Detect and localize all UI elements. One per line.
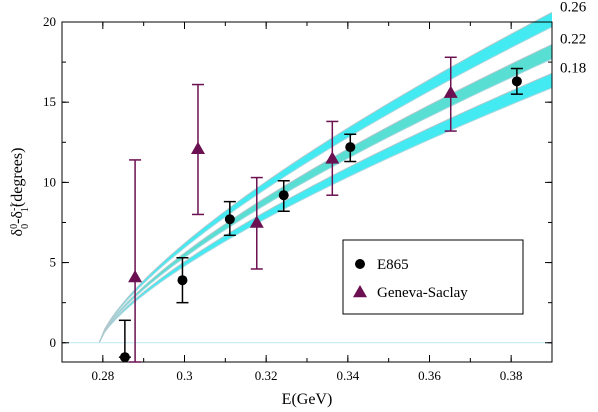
y-label-units: (degrees) (9, 148, 26, 208)
y-tick-label: 10 (43, 174, 56, 189)
prediction-bands (98, 11, 553, 343)
data-point (128, 159, 143, 363)
data-point (223, 200, 236, 237)
axis-ticks: 0.28 0.3 0.32 0.34 0.36 0.38 0 5 10 15 20 (43, 14, 553, 383)
data-point (277, 180, 290, 212)
band-label-0.22: 0.22 (560, 32, 586, 48)
band-0.26 (98, 11, 553, 343)
band-lower-edge (98, 87, 553, 343)
data-point (118, 319, 131, 363)
series-geneva-saclay (128, 56, 458, 363)
marker-triangle (325, 151, 340, 164)
y-label-sup1: 0 (9, 224, 20, 229)
data-point (176, 257, 189, 304)
legend-box (342, 239, 524, 315)
marker-circle (345, 142, 356, 153)
band-upper-edge (98, 11, 553, 343)
x-axis-label: E(GeV) (282, 391, 333, 408)
y-tick-label: 0 (50, 335, 57, 350)
marker-triangle (128, 270, 143, 283)
data-point (325, 120, 340, 196)
x-tick-label: 0.38 (500, 368, 523, 383)
data-point (190, 83, 205, 216)
y-label-mid: -δ (9, 211, 26, 224)
band-0.22 (98, 43, 553, 343)
y-label-sup2: -1 (9, 203, 20, 211)
band-fill (99, 73, 552, 343)
y-tick-label: 5 (50, 255, 57, 270)
marker-circle (278, 190, 289, 201)
legend: E865 Geneva-Saclay (342, 239, 524, 315)
legend-label: E865 (377, 257, 409, 273)
marker-circle (511, 76, 522, 87)
y-tick-label: 20 (43, 14, 56, 29)
marker-circle (119, 352, 130, 363)
band-upper-edge (98, 43, 553, 343)
marker-triangle (190, 141, 205, 154)
y-axis-label: δ00-δ-11(degrees) (9, 148, 31, 237)
marker-circle (355, 259, 365, 269)
x-tick-label: 0.36 (418, 368, 441, 383)
y-tick-label: 15 (43, 94, 56, 109)
marker-circle (177, 275, 188, 286)
data-point (249, 176, 264, 270)
band-labels: 0.26 0.22 0.18 (560, 0, 587, 77)
legend-label: Geneva-Saclay (377, 285, 468, 301)
band-upper-edge (98, 72, 553, 343)
data-point (510, 67, 523, 95)
series-e865 (118, 67, 523, 363)
band-label-0.26: 0.26 (560, 0, 587, 16)
data-point (344, 133, 357, 163)
legend-item: E865 (355, 257, 409, 273)
x-tick-label: 0.3 (176, 368, 192, 383)
y-label-delta: δ (9, 229, 26, 237)
band-fill (99, 44, 552, 343)
x-tick-label: 0.28 (91, 368, 114, 383)
marker-triangle (249, 215, 264, 228)
marker-triangle (353, 285, 367, 298)
band-0.18 (98, 72, 553, 343)
data-point (443, 56, 458, 132)
band-fill (99, 12, 552, 343)
data-points (118, 56, 523, 363)
x-tick-label: 0.34 (336, 368, 359, 383)
band-lower-edge (98, 26, 553, 343)
y-label-sub2: 1 (20, 207, 31, 212)
x-tick-label: 0.32 (255, 368, 278, 383)
legend-item: Geneva-Saclay (353, 285, 468, 301)
marker-circle (224, 214, 235, 225)
band-label-0.18: 0.18 (560, 61, 586, 77)
band-lower-edge (98, 58, 553, 343)
marker-triangle (443, 85, 458, 98)
y-label-sub1: 0 (20, 224, 31, 229)
